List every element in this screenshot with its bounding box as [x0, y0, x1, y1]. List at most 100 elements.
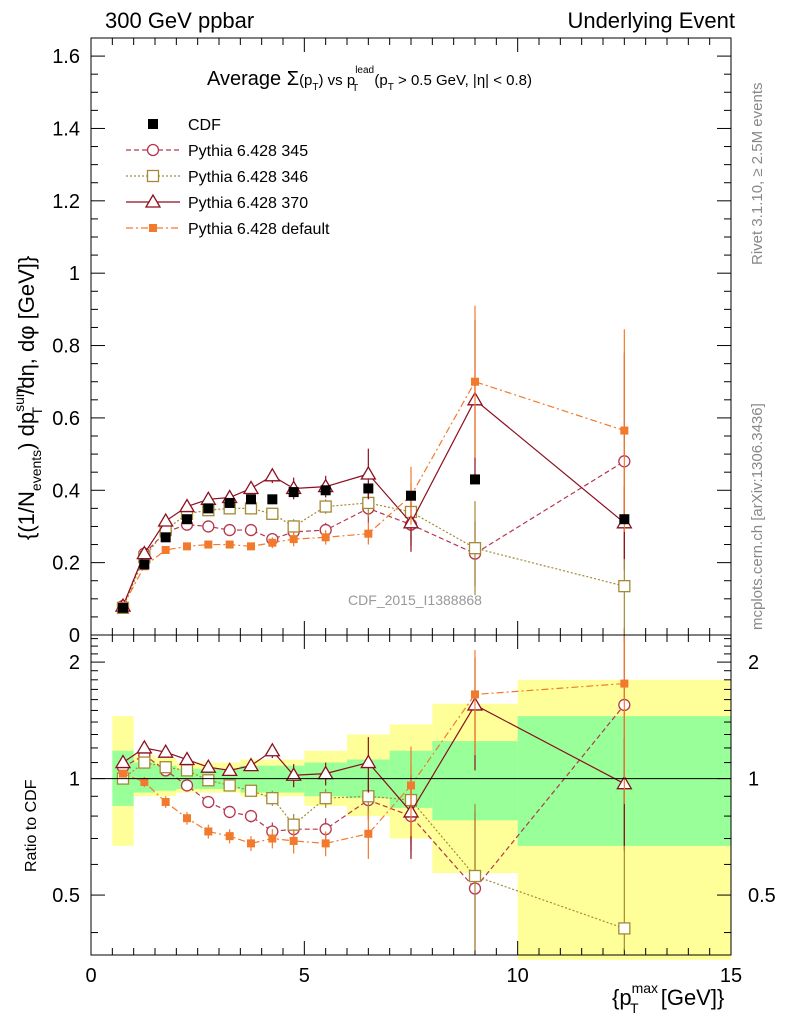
series-1-ratio-point: [319, 792, 332, 805]
series-2-point: [157, 512, 174, 527]
y-tick-label: 0.2: [52, 553, 80, 575]
series-1-ratio-point: [468, 869, 482, 883]
series-3-ratio-point: [161, 797, 170, 806]
cdf-point: [288, 487, 299, 498]
ratio-tick-label: 2: [69, 652, 80, 674]
series-1-ratio-point: [180, 764, 194, 777]
series-3-ratio-point: [321, 839, 330, 848]
series-3-ratio-point: [289, 836, 298, 845]
series-1-ratio-point: [618, 922, 631, 935]
series-3-point: [268, 538, 277, 547]
ratio-y-axis-label: Ratio to CDF: [23, 779, 40, 872]
series-1-ratio-point: [244, 784, 258, 797]
legend-label: Pythia 6.428 345: [188, 143, 308, 160]
series-2-ratio-point: [200, 758, 217, 773]
series-1-point: [287, 520, 300, 533]
cdf-point: [160, 532, 171, 543]
x-axis-label: {pmax T [GeV]}: [612, 980, 724, 1016]
series-0-ratio-point: [180, 779, 194, 792]
cdf-point: [246, 494, 256, 505]
series-0-ratio-line: [122, 704, 625, 890]
series-3-point: [247, 542, 255, 551]
series-2-point: [360, 465, 377, 480]
series-3-point: [204, 540, 213, 549]
series-3-line: [122, 381, 625, 607]
series-2-ratio-point: [285, 766, 302, 781]
legend-marker: [144, 193, 162, 208]
series-3-ratio-point: [247, 839, 255, 848]
series-1-ratio-point: [159, 761, 172, 774]
ratio-tick-label-right: 0.5: [748, 885, 776, 907]
y-tick-label: 0.6: [52, 408, 80, 430]
ratio-tick-label: 0.5: [52, 885, 80, 907]
series-3-point: [620, 426, 629, 435]
main-panel-series: [114, 305, 633, 635]
legend-label: Pythia 6.428 346: [188, 169, 308, 186]
series-3-ratio-point: [407, 781, 415, 790]
series-3-point: [183, 542, 191, 551]
cdf-point: [363, 483, 374, 494]
series-2-ratio-point: [264, 742, 281, 757]
y-tick-label: 1.4: [52, 118, 80, 140]
cdf-point: [182, 514, 192, 525]
ratio-tick-label-right: 2: [748, 652, 759, 674]
series-1-ratio-point: [287, 818, 300, 831]
cdf-point: [139, 559, 150, 570]
plot-title: Average Σ(pT) vs plead T (pT > 0.5 GeV, |…: [207, 65, 532, 94]
series-1-point: [244, 502, 258, 515]
series-2-ratio-point: [360, 754, 377, 769]
series-1-point: [319, 500, 332, 513]
series-2-ratio-point: [178, 751, 196, 766]
legend-label: Pythia 6.428 default: [188, 221, 330, 238]
series-0-line: [122, 460, 625, 607]
y-tick-label: 0: [69, 625, 80, 647]
analysis-label: CDF_2015_I1388868: [348, 592, 482, 608]
cdf-point: [320, 485, 331, 496]
header-left-title: 300 GeV ppbar: [105, 8, 254, 33]
series-3-ratio-point: [119, 769, 127, 778]
x-tick-label: 5: [299, 965, 310, 987]
cdf-point: [224, 497, 235, 508]
series-3-point: [225, 540, 234, 549]
series-2-line: [122, 398, 625, 607]
series-2-ratio-point: [157, 743, 174, 758]
x-tick-label: 0: [85, 965, 96, 987]
series-2-point: [178, 498, 196, 513]
ratio-tick-label-right: 1: [748, 769, 759, 791]
header-right-title: Underlying Event: [567, 8, 735, 33]
series-2-point: [136, 545, 153, 560]
y-tick-label: 0.8: [52, 336, 80, 358]
ratio-tick-label: 1: [69, 769, 80, 791]
series-2-point: [242, 480, 260, 495]
legend-marker: [148, 119, 158, 129]
series-1-ratio-point: [202, 774, 215, 787]
series-3-ratio-point: [268, 834, 277, 843]
legend-marker: [146, 169, 160, 183]
legend-marker: [146, 143, 160, 157]
cdf-point: [470, 474, 480, 485]
series-0-ratio-point: [244, 809, 258, 823]
cdf-point: [406, 490, 416, 501]
series-1-point: [468, 542, 482, 555]
series-2-ratio-point: [242, 757, 260, 772]
x-tick-label: 10: [507, 965, 529, 987]
cdf-point: [118, 602, 128, 613]
series-3-ratio-point: [620, 679, 629, 688]
series-3-ratio-point: [140, 777, 149, 786]
series-1-point: [618, 580, 631, 593]
axis-ticks: 0 5 10 15 0 0.2 0.4 0.6 0.8 1 1.2 1.4 1.6 0.5 0.5 1 1 2 2: [52, 38, 776, 987]
ratio-panel-frame: [90, 634, 732, 956]
series-0-ratio-point: [223, 805, 236, 819]
series-1-ratio-point: [138, 756, 151, 769]
series-2-point: [264, 467, 281, 482]
cdf-point: [203, 503, 214, 514]
series-3-ratio-point: [204, 827, 213, 836]
legend-label: CDF: [188, 117, 221, 134]
series-3-ratio-point: [225, 832, 234, 841]
series-3-ratio-point: [364, 829, 373, 838]
series-0-point: [202, 520, 215, 533]
y-tick-label: 1.2: [52, 191, 80, 213]
series-1-point: [266, 507, 279, 520]
series-2-ratio-point: [114, 754, 132, 769]
